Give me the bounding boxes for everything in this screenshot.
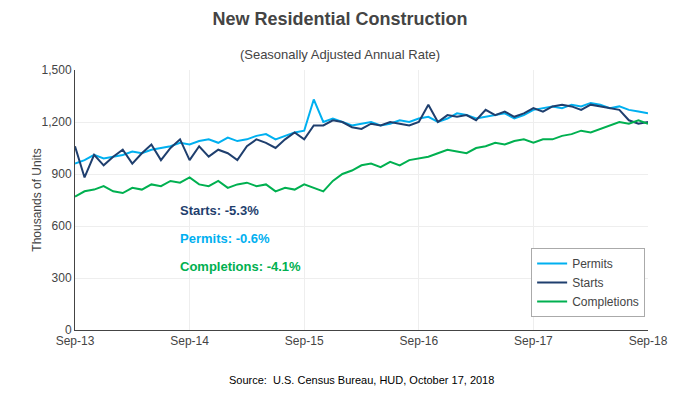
svg-text:Permits: -0.6%: Permits: -0.6% [180, 231, 270, 246]
svg-text:Completions: Completions [572, 295, 639, 309]
svg-text:Completions: -4.1%: Completions: -4.1% [180, 259, 301, 274]
svg-text:Starts: Starts [572, 276, 603, 290]
svg-text:900: 900 [52, 167, 72, 181]
svg-text:Sep-16: Sep-16 [399, 334, 438, 348]
svg-text:Sep-15: Sep-15 [285, 334, 324, 348]
svg-text:600: 600 [52, 219, 72, 233]
svg-text:Thousands of Units: Thousands of Units [30, 148, 44, 251]
svg-text:Sep-13: Sep-13 [56, 334, 95, 348]
svg-text:Starts: -5.3%: Starts: -5.3% [180, 203, 259, 218]
svg-text:Sep-18: Sep-18 [629, 334, 668, 348]
svg-text:Source: U.S. Census Bureau, H: Source: U.S. Census Bureau, HUD, October… [229, 374, 494, 386]
svg-text:300: 300 [52, 271, 72, 285]
svg-text:Sep-14: Sep-14 [170, 334, 209, 348]
svg-text:0: 0 [65, 323, 72, 337]
svg-text:1,500: 1,500 [42, 63, 72, 77]
svg-text:Sep-17: Sep-17 [514, 334, 553, 348]
svg-text:1,200: 1,200 [42, 115, 72, 129]
svg-text:Permits: Permits [572, 257, 613, 271]
svg-text:(Seasonally Adjusted Annual Ra: (Seasonally Adjusted Annual Rate) [240, 47, 440, 62]
svg-text:New Residential Construction: New Residential Construction [212, 9, 467, 29]
